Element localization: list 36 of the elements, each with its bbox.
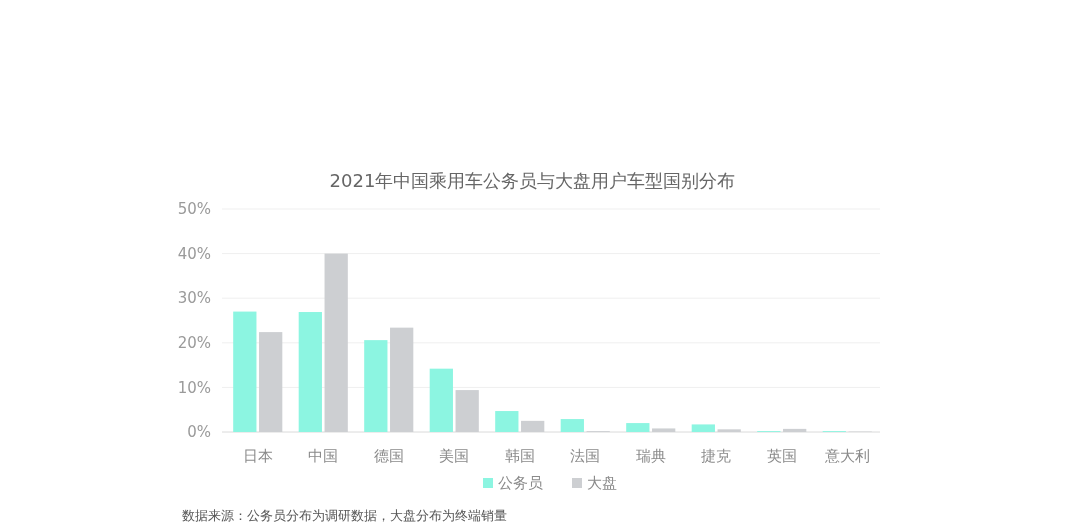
- x-tick-label: 中国: [308, 447, 339, 465]
- y-tick-label: 30%: [177, 289, 211, 308]
- x-tick-label: 日本: [242, 447, 273, 465]
- y-tick-label: 40%: [177, 244, 211, 263]
- x-tick-label: 英国: [766, 447, 797, 465]
- x-tick-label: 捷克: [701, 447, 732, 465]
- chart-title: 2021年中国乘用车公务员与大盘用户车型国别分布: [329, 170, 736, 191]
- bar: [324, 253, 348, 432]
- bar: [298, 312, 322, 432]
- legend-label: 大盘: [587, 474, 617, 493]
- y-tick-label: 50%: [177, 200, 211, 219]
- bar: [560, 419, 584, 432]
- y-tick-label: 10%: [177, 378, 211, 397]
- bar: [364, 340, 388, 432]
- legend-label: 公务员: [498, 474, 543, 493]
- bar: [717, 429, 741, 432]
- bar: [455, 390, 479, 432]
- bar: [652, 428, 676, 432]
- bar: [521, 420, 545, 432]
- bar: [233, 311, 257, 432]
- bar: [390, 327, 414, 432]
- x-tick-label: 法国: [570, 447, 601, 465]
- source-note: 数据来源：公务员分布为调研数据，大盘分布为终端销量: [182, 508, 507, 523]
- x-tick-label: 瑞典: [635, 447, 666, 465]
- x-tick-label: 韩国: [504, 447, 535, 465]
- bar: [691, 424, 715, 432]
- x-tick-label: 美国: [439, 447, 470, 465]
- bar: [783, 428, 807, 432]
- y-tick-label: 20%: [177, 334, 211, 353]
- bar: [626, 423, 650, 432]
- bar: [259, 332, 283, 432]
- y-tick-label: 0%: [187, 423, 211, 442]
- x-tick-label: 意大利: [823, 447, 870, 465]
- bar: [429, 368, 453, 432]
- x-tick-label: 德国: [373, 447, 404, 465]
- bar: [495, 411, 519, 432]
